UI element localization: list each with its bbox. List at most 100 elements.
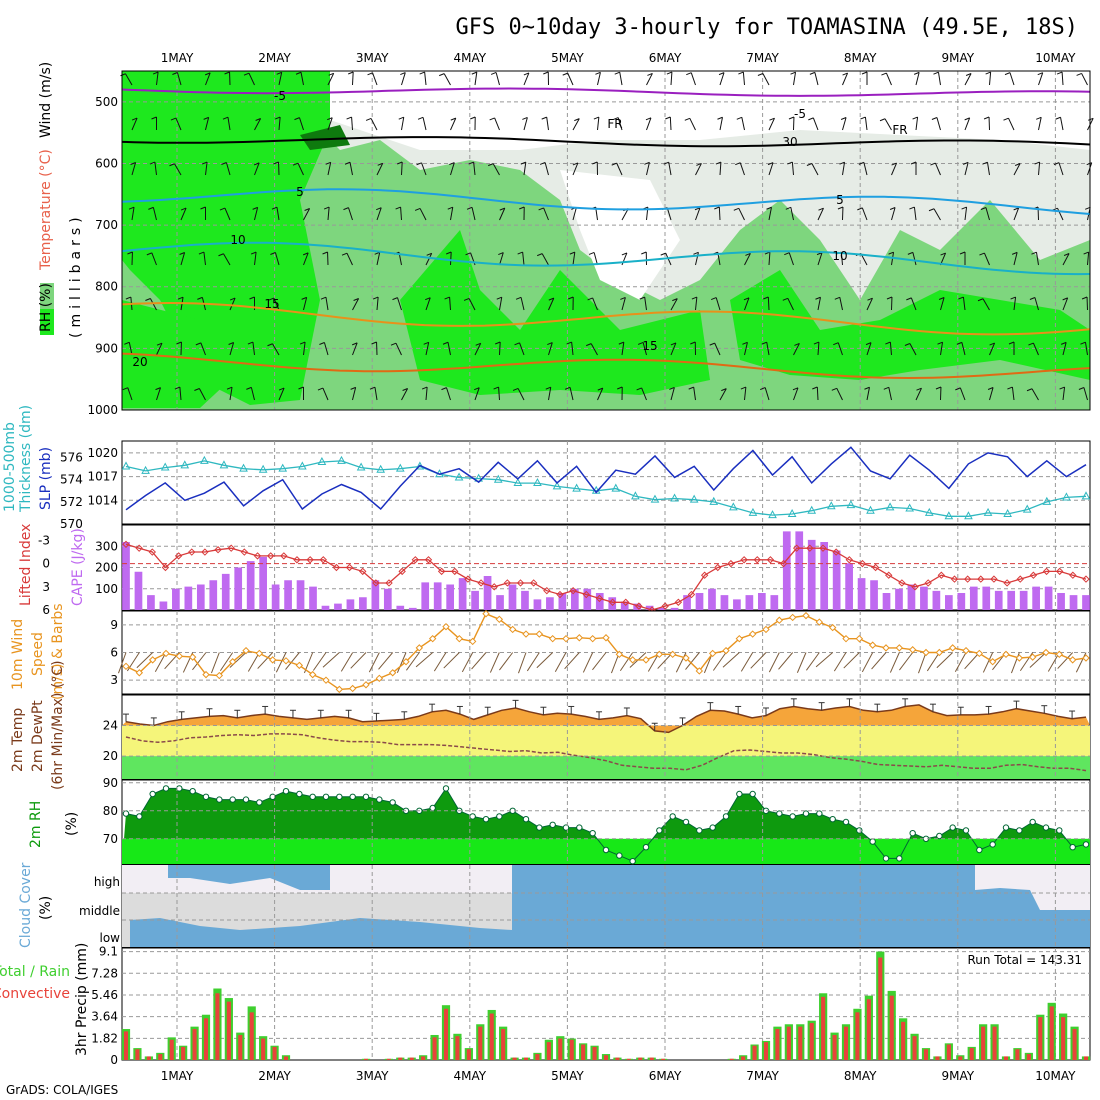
wind-barb-flag [766,206,772,210]
thickness-point [200,455,209,464]
thickness-slp-frame [121,440,1091,525]
wind-barb-flag [742,341,748,345]
top-date-label: 10MAY [1035,51,1076,65]
thickness-tick-label: 576 [60,451,83,465]
wind-barb [443,73,451,86]
surface-wind-barb [461,652,474,673]
cape-lifted-panel: 100 200 300 -3 0 3 6 Lifted Index CAPE (J/kg) [18,524,1091,617]
rh2m-point [562,824,570,831]
wind-speed-point [788,613,797,622]
wind-barb [793,72,797,86]
wind-barb-flag [955,387,961,391]
wind-barb [541,253,549,266]
wind-barb [205,72,211,86]
thickness-point [748,507,758,516]
wind-barb-flag [377,162,383,166]
wind-barb-flag [958,296,964,300]
cape-bar [546,597,554,610]
wind-barb [276,207,280,221]
wind-barb [205,162,208,176]
wind-barb [425,342,430,356]
rh2m-point [469,813,476,820]
wind-speed-point [868,641,877,649]
wind-barb-flag [738,71,744,75]
wind-barb-flag [787,161,793,165]
wind-barb [376,297,379,311]
wind-barb-flag [1007,386,1013,390]
wind-barb [690,72,696,86]
precip-convective-bar [821,996,826,1060]
wind-speed-point [1082,654,1090,662]
top-date-label: 5MAY [551,51,584,65]
wind-speed-point [468,637,477,646]
precip-convective-bar [1003,1056,1009,1060]
wind-barb-flag [253,162,260,166]
wind-barb [152,207,157,221]
surface-wind-barb [778,652,794,670]
wind-barb-flag [740,386,747,390]
wind-speed-point [882,644,890,652]
surface-wind-barb [982,652,994,673]
wind-barb [544,162,549,176]
lifted-index-point [950,575,959,583]
lifted-index-point [188,548,196,556]
contour-label: 15 [264,297,279,311]
wind-barb-flag [940,252,946,256]
temperature-label: Temperature (°C) [38,149,54,271]
wind-barb-flag [617,386,623,390]
precip-convective-bar [638,1057,643,1060]
wind-speed-point [455,634,464,643]
wind-barb [303,252,309,266]
wind-barb [744,342,748,356]
wind-barb [814,72,819,86]
rh2m-point [429,804,436,812]
run-total: Run Total = 143.31 [967,953,1082,967]
wind-barb-flag [353,298,359,301]
precip-convective-bar [866,999,871,1060]
wind-barb-flag [131,117,138,121]
wind-barb-flag [696,162,702,166]
wind-barb [593,252,598,266]
lifted-index-point [1069,571,1077,579]
wind-barb [229,342,235,356]
wind-barb-flag [172,72,178,75]
temperature-contour [121,241,1091,276]
wind-barb-flag [709,342,715,346]
wind-barb [447,342,451,356]
wind-barb [719,388,727,401]
cape-bar [458,578,467,610]
wind-barb-flag [1081,296,1088,300]
thickness-point [611,483,621,492]
wind-barb-flag [1037,72,1043,76]
cape-label: CAPE (J/kg) [70,528,86,606]
cape-bar [795,531,804,610]
bottom-date-label: 8MAY [844,1069,877,1083]
top-date-label: 4MAY [453,51,486,65]
wind-barb-flag [490,71,497,75]
top-date-label: 3MAY [356,51,389,65]
surface-wind-barb [768,652,780,673]
cool-band [122,756,1090,779]
wind-barb-flag [794,342,800,346]
rh2m-point [482,816,490,823]
wind-barb [670,387,675,401]
precip-convective-bar [226,1001,231,1060]
cape-bar [570,588,579,610]
wind-speed-point [975,649,984,658]
rh2m-point [602,846,610,854]
wind-barb-flag [647,72,653,76]
precip-convective-bar [432,1037,437,1060]
wind-axes: 3 6 9 [110,618,118,687]
rh2m-axes: 70 80 90 [103,776,118,846]
precip-convective-bar [489,1013,494,1060]
wind-barb-flag [691,296,698,300]
wind-barb [200,342,206,356]
precip-frame [121,947,1091,1061]
wind-speed-point [668,650,677,659]
wind-barb [425,297,431,311]
wind-barb-flag [987,387,994,390]
precip-convective-bar [603,1055,609,1060]
wind-barb-flag [1028,342,1034,346]
wind-barb-flag [562,72,568,76]
wind-barb-flag [499,207,505,211]
